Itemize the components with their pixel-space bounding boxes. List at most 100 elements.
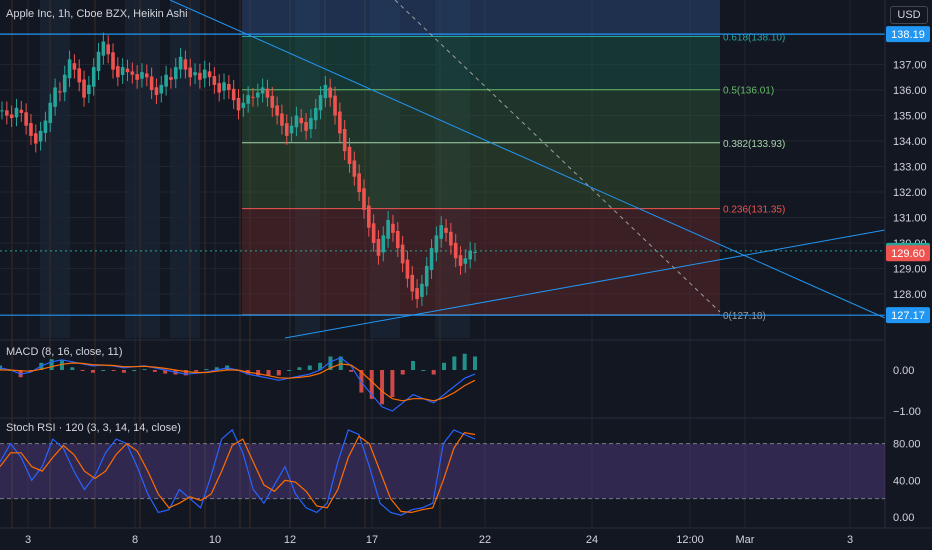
candle-body	[371, 223, 376, 243]
candle-body	[333, 95, 337, 116]
candle-body	[125, 68, 130, 73]
macd-histogram-bar	[80, 370, 85, 371]
candle-body	[29, 123, 33, 136]
stoch-y-tick-label: 0.00	[893, 512, 914, 524]
macd-histogram-bar	[59, 360, 64, 370]
price-tag	[886, 245, 930, 262]
fib-level-label: 0.618(138.10)	[723, 32, 785, 43]
macd-histogram-bar	[256, 370, 261, 376]
price-tag-label: 127.17	[891, 310, 925, 322]
candle-body	[87, 84, 91, 95]
x-tick-label: 17	[366, 534, 378, 546]
stoch-pane-title: Stoch RSI · 120 (3, 3, 14, 14, close)	[6, 422, 181, 434]
x-tick-label: 12	[284, 534, 296, 546]
candle-body	[256, 92, 260, 98]
candle-body	[53, 87, 57, 107]
stoch-band	[0, 443, 885, 499]
candle-body	[164, 74, 168, 87]
candle-body	[101, 41, 106, 56]
macd-histogram-bar	[70, 367, 75, 370]
candle-body	[212, 76, 217, 85]
candle-body	[169, 77, 173, 80]
macd-histogram-bar	[142, 369, 147, 371]
candle-body	[96, 51, 101, 71]
candle-body	[313, 107, 318, 121]
candle-body	[280, 113, 284, 126]
macd-histogram-bar	[287, 370, 292, 371]
y-tick-label: 135.00	[893, 111, 927, 123]
candle-body	[395, 230, 400, 249]
session-band	[295, 0, 320, 338]
candle-body	[236, 97, 241, 111]
candle-body	[62, 74, 67, 93]
candle-body	[227, 84, 231, 90]
currency-selector[interactable]: USD	[890, 6, 928, 24]
macd-histogram-bar	[369, 370, 374, 399]
candle-body	[193, 72, 197, 76]
candle-body	[183, 59, 188, 70]
candle-body	[410, 274, 415, 292]
candle-body	[434, 235, 439, 253]
candle-body	[120, 67, 125, 76]
macd-histogram-bar	[152, 370, 157, 372]
candle-body	[14, 107, 19, 118]
macd-histogram-bar	[349, 370, 354, 372]
candle-body	[140, 72, 144, 79]
candle-body	[38, 130, 43, 142]
macd-histogram-bar	[473, 356, 477, 370]
fib-zone	[242, 0, 720, 37]
macd-histogram-bar	[183, 370, 188, 376]
candle-body	[453, 242, 458, 259]
candle-body	[178, 56, 183, 70]
y-tick-label: 134.00	[893, 136, 927, 148]
macd-histogram-bar	[297, 367, 302, 370]
candle-body	[116, 66, 120, 78]
candle-body	[202, 69, 207, 79]
fib-level-label: 0.5(136.01)	[723, 86, 774, 97]
macd-histogram-bar	[380, 370, 385, 405]
x-tick-label: 3	[847, 534, 853, 546]
candle-body	[391, 223, 395, 233]
fib-level-label: 0(127.18)	[723, 311, 766, 322]
macd-histogram-bar	[328, 356, 333, 370]
price-pane-title: Apple Inc, 1h, Cboe BZX, Heikin Ashi	[6, 8, 188, 20]
candle-body	[154, 87, 159, 96]
stoch-y-tick-label: 80.00	[893, 439, 921, 451]
macd-histogram-bar	[276, 370, 281, 376]
y-tick-label: 132.00	[893, 187, 927, 199]
candle-body	[449, 231, 453, 246]
candle-body	[24, 112, 28, 126]
candle-body	[473, 251, 477, 253]
macd-histogram-bar	[452, 356, 457, 370]
y-tick-label: 136.00	[893, 85, 927, 97]
candle-body	[289, 125, 294, 134]
macd-pane-title: MACD (8, 16, close, 11)	[6, 346, 123, 358]
macd-histogram-bar	[462, 353, 467, 370]
macd-histogram-bar	[111, 370, 116, 371]
candle-body	[198, 72, 202, 80]
candle-body	[91, 67, 96, 87]
candle-body	[217, 83, 221, 93]
candle-body	[159, 84, 164, 94]
y-tick-label: 128.00	[893, 289, 927, 301]
candle-body	[415, 288, 419, 300]
candle-body	[260, 87, 265, 94]
candle-body	[5, 110, 9, 116]
x-tick-label: Mar	[736, 534, 755, 546]
candle-body	[400, 244, 405, 264]
x-tick-label: 22	[479, 534, 491, 546]
fib-level-label: 0.382(133.93)	[723, 139, 785, 150]
macd-histogram-bar	[194, 370, 199, 372]
price-tag-label: 138.19	[891, 29, 925, 41]
y-tick-label: 129.00	[893, 264, 927, 276]
candle-body	[173, 67, 178, 80]
candle-body	[362, 188, 366, 210]
candle-body	[67, 59, 72, 79]
macd-histogram-bar	[318, 362, 323, 370]
candle-body	[207, 71, 212, 78]
candle-body	[270, 95, 275, 108]
macd-histogram-bar	[121, 370, 126, 373]
macd-histogram-bar	[411, 360, 416, 370]
candle-body	[246, 95, 250, 104]
